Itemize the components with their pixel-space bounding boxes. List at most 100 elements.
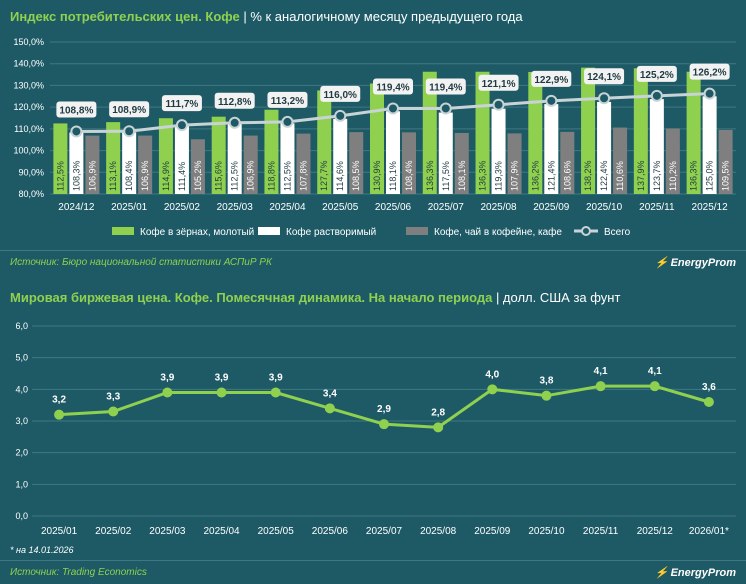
bar (665, 128, 680, 194)
bar (633, 68, 648, 194)
bar-value-label: 136,3% (689, 160, 699, 191)
bar (264, 109, 279, 194)
price-point (108, 406, 119, 417)
total-value-label: 119,4% (376, 82, 409, 93)
price-source: Источник: Trading Economics (10, 567, 147, 578)
bar-value-label: 130,9% (372, 160, 382, 191)
coffee-price-chart-title: Мировая биржевая цена. Кофе. Помесячная … (10, 290, 620, 305)
total-value-label: 112,8% (218, 97, 251, 108)
bar-value-label: 136,3% (425, 160, 435, 191)
price-value-label: 2,9 (377, 404, 391, 415)
bar-value-label: 112,5% (55, 161, 65, 191)
x-tick-label: 2025/01 (41, 526, 78, 537)
bar (122, 132, 137, 194)
bar (280, 123, 295, 194)
price-value-label: 3,6 (702, 382, 716, 393)
total-callout-box (636, 65, 677, 82)
x-tick-label: 2026/01* (689, 526, 729, 537)
total-point (70, 125, 83, 138)
total-value-label: 108,8% (59, 105, 93, 116)
x-tick-label: 2025/01 (111, 202, 148, 213)
total-point (228, 116, 241, 129)
y-tick-label: 120,0% (13, 102, 44, 112)
total-callout-box (161, 95, 202, 112)
x-tick-label: 2025/07 (428, 202, 465, 213)
bar-value-label: 110,6% (615, 161, 625, 191)
bar-value-label: 118,1% (388, 161, 398, 191)
bar (702, 96, 717, 194)
x-tick-label: 2025/07 (366, 526, 403, 537)
bar (243, 135, 258, 194)
bar-value-label: 123,7% (652, 160, 662, 191)
bar (386, 111, 400, 194)
total-point (545, 94, 558, 107)
x-tick-label: 2025/10 (528, 526, 565, 537)
total-value-label: 122,9% (534, 75, 568, 86)
brand-logo-icon: ⚡ (654, 257, 669, 269)
cpi-source: Источник: Бюро национальной статистики А… (10, 257, 272, 268)
total-callout-box (109, 101, 150, 118)
bar (174, 125, 189, 194)
price-point (324, 403, 335, 414)
x-tick-label: 2025/10 (586, 202, 623, 213)
total-callout-box (689, 63, 730, 80)
price-value-label: 3,4 (323, 388, 337, 399)
total-callout-box (56, 101, 97, 118)
bar (69, 132, 84, 194)
cpi-brand: ⚡ EnergyProm (655, 256, 736, 269)
bar-value-label: 108,1% (457, 160, 467, 191)
bar (402, 132, 416, 194)
bar (475, 71, 490, 194)
price-title-accent: Мировая биржевая цена. Кофе. Помесячная … (10, 290, 493, 305)
cpi-chart-title: Индекс потребительских цен. Кофе | % к а… (10, 9, 523, 24)
y-tick-label: 100,0% (13, 146, 44, 156)
bar (649, 99, 664, 194)
bar (158, 118, 173, 194)
bar-value-label: 108,4% (404, 160, 414, 191)
total-value-label: 126,2% (693, 68, 727, 79)
bar (211, 116, 226, 194)
bar-value-label: 119,3% (494, 161, 504, 191)
y-tick-label: 80,0% (18, 189, 44, 199)
total-value-label: 124,1% (587, 72, 621, 83)
bar (613, 127, 628, 194)
legend-label: Кофе, чай в кофейне, кафе (434, 226, 562, 238)
bar (227, 123, 242, 194)
total-point (334, 109, 347, 122)
x-tick-label: 2025/04 (269, 202, 306, 213)
bar-value-label: 108,5% (351, 160, 361, 191)
bar-value-label: 114,6% (335, 161, 345, 191)
bar-value-label: 138,2% (583, 160, 593, 191)
price-point (649, 381, 660, 392)
total-point (175, 119, 188, 132)
x-tick-label: 2025/08 (480, 202, 517, 213)
bar (438, 112, 453, 194)
bar-value-label: 122,4% (599, 160, 609, 191)
x-tick-label: 2025/12 (692, 202, 729, 213)
bar (422, 71, 437, 194)
legend-swatch (406, 227, 428, 235)
x-tick-label: 2025/11 (639, 202, 675, 213)
bar-value-label: 106,9% (246, 160, 256, 191)
bar-value-label: 112,5% (282, 161, 292, 191)
total-value-label: 119,4% (429, 82, 462, 93)
bar (138, 135, 153, 194)
bar-value-label: 117,5% (441, 161, 451, 191)
x-tick-label: 2025/05 (258, 526, 295, 537)
x-tick-label: 2024/12 (58, 202, 95, 213)
price-value-label: 2,8 (431, 407, 445, 418)
bar-value-label: 107,9% (510, 160, 520, 191)
bar-value-label: 137,9% (636, 160, 646, 191)
legend-swatch (112, 227, 134, 235)
bar (53, 123, 68, 194)
x-tick-label: 2025/12 (637, 526, 674, 537)
total-value-label: 121,1% (482, 79, 516, 90)
total-point (123, 125, 136, 138)
x-tick-label: 2025/02 (95, 526, 132, 537)
y-tick-label: 6,0 (15, 321, 28, 331)
total-point (650, 89, 663, 102)
y-tick-label: 4,0 (15, 384, 28, 394)
bar-value-label: 108,3% (71, 160, 81, 191)
bar-value-label: 121,4% (546, 160, 556, 191)
bar-value-label: 106,9% (140, 160, 150, 191)
